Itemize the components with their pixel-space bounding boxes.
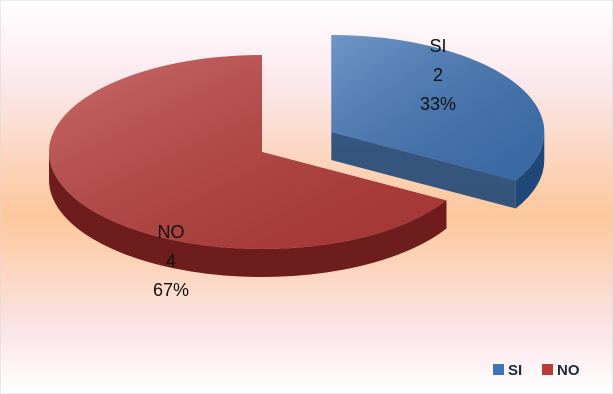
legend-swatch-si: [493, 364, 504, 375]
slice-side-no: [49, 152, 447, 277]
label-value-si: 2: [433, 65, 443, 85]
slice-side-si: [515, 132, 545, 209]
legend: SI NO: [493, 362, 580, 379]
legend-label-si: SI: [508, 362, 522, 379]
label-category-no: NO: [158, 222, 185, 242]
legend-label-no: NO: [557, 362, 580, 379]
slices-layer: [49, 35, 545, 277]
slice-shine-si: [331, 35, 545, 181]
slice-shine-no: [49, 55, 447, 249]
label-percent-si: 33%: [420, 94, 456, 114]
pie-slice-si: [331, 35, 545, 209]
pie-slice-no: [49, 55, 447, 277]
labels-layer: SI 2 33% NO 4 67%: [153, 36, 456, 300]
label-category-si: SI: [429, 36, 446, 56]
label-value-no: 4: [166, 251, 176, 271]
label-percent-no: 67%: [153, 280, 189, 300]
legend-swatch-no: [542, 364, 553, 375]
slice-wall-si: [331, 132, 516, 209]
